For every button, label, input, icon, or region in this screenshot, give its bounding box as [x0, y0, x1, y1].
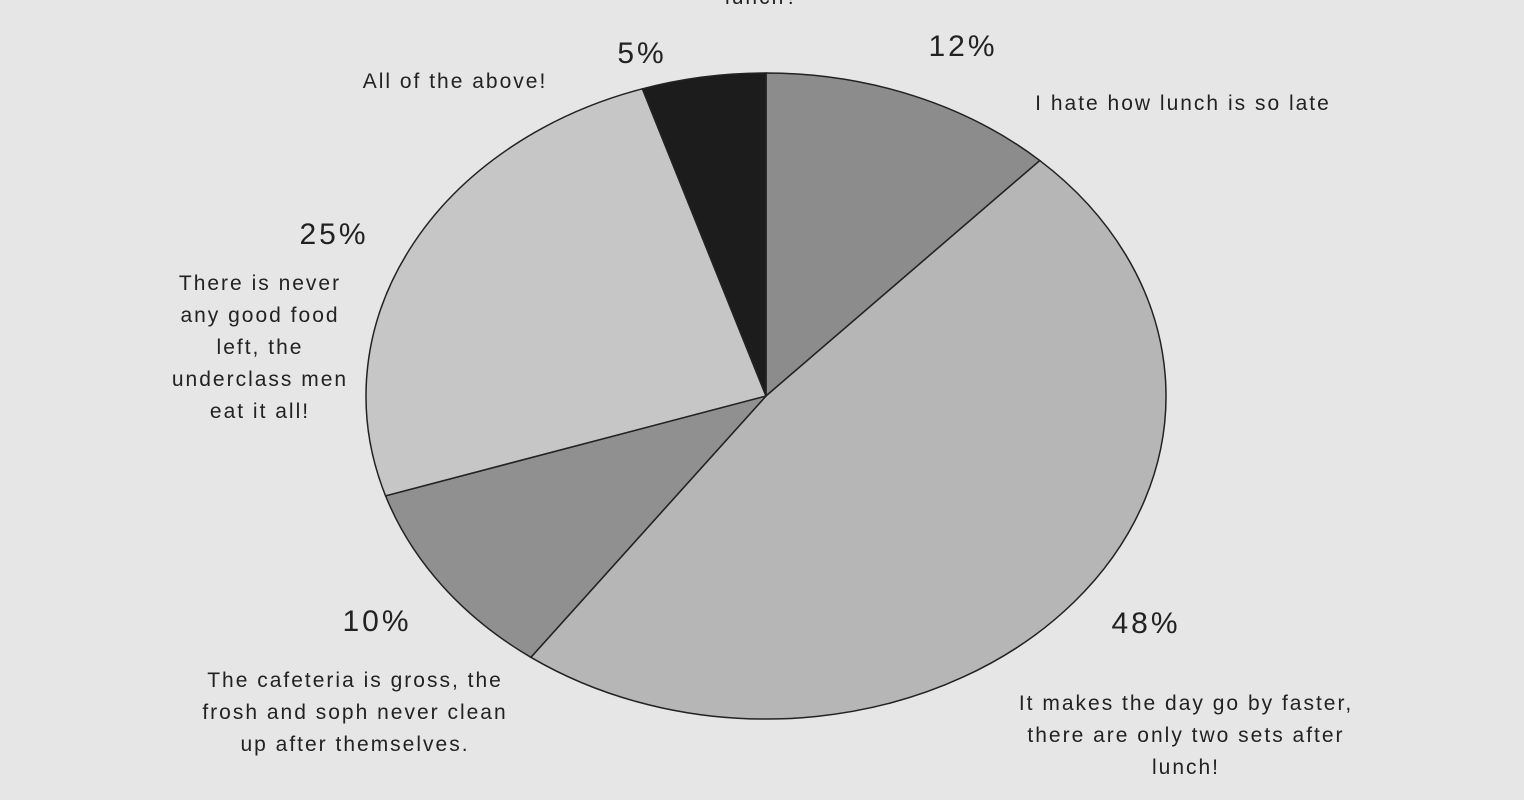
value-label: 10%: [342, 605, 412, 638]
slice-label: There is never any good food left, the u…: [171, 272, 349, 423]
pie-slice: [765, 72, 1042, 398]
slice-label: The cafeteria is gross, the frosh and so…: [202, 669, 508, 756]
pie-slice: [384, 394, 769, 659]
value-label: 25%: [299, 218, 369, 251]
slice-label: It makes the day go by faster, there are…: [1018, 692, 1354, 779]
slice-label: I hate how lunch is so late: [1035, 92, 1331, 115]
pie-slice: [641, 72, 767, 397]
slice-label: All of the above!: [362, 70, 548, 93]
pie-slice: [529, 159, 1167, 720]
pie-slice: [365, 87, 768, 497]
value-label: 12%: [928, 30, 998, 63]
chart-title: lunch?: [0, 0, 1524, 10]
value-label: 5%: [617, 37, 667, 70]
value-label: 48%: [1111, 607, 1181, 640]
